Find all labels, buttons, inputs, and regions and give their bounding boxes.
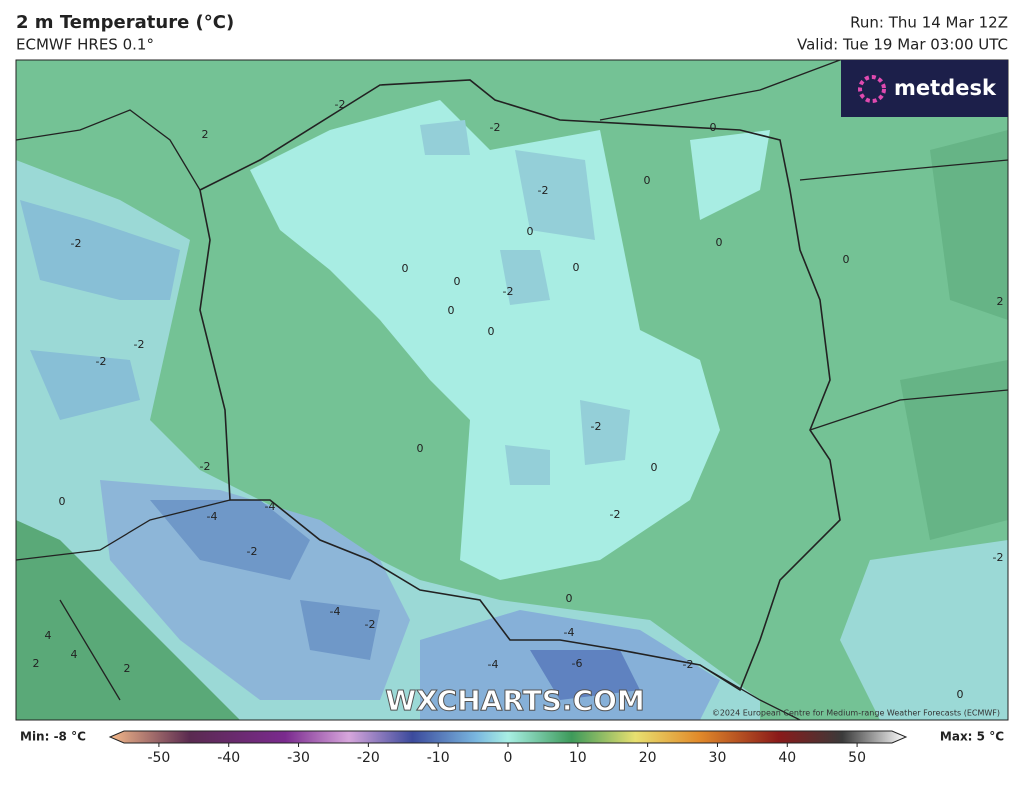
coldest-area xyxy=(530,650,640,700)
valid: Valid: Tue 19 Mar 03:00 UTC xyxy=(797,36,1008,54)
colorbar-tick-label: -10 xyxy=(427,750,450,766)
country-border xyxy=(16,60,1008,720)
max-label: Max: 5 °C xyxy=(940,730,1004,744)
contour-label: 0 xyxy=(644,174,651,187)
contour-label: 0 xyxy=(566,592,573,605)
contour-label: 0 xyxy=(454,275,461,288)
contour-label: 0 xyxy=(843,253,850,266)
title: 2 m Temperature (°C) xyxy=(16,12,234,33)
coldest-area xyxy=(150,500,380,660)
colorbar-tick-label: 50 xyxy=(848,750,866,766)
logo-text: metdesk xyxy=(894,76,997,100)
contour-label: -2 xyxy=(610,508,621,521)
colorbar-tick-label: 30 xyxy=(709,750,727,766)
contour-label: -2 xyxy=(134,338,145,351)
contour-label: 2 xyxy=(202,128,209,141)
subtitle: ECMWF HRES 0.1° xyxy=(16,36,154,54)
cool-area xyxy=(690,130,770,220)
colorbar-tick-label: 20 xyxy=(639,750,657,766)
contour-label: -2 xyxy=(247,545,258,558)
contour-label: -4 xyxy=(265,500,276,513)
contour-label: -2 xyxy=(200,460,211,473)
contour-label: 0 xyxy=(488,325,495,338)
contour-label: 4 xyxy=(45,629,52,642)
contour-label: 0 xyxy=(651,461,658,474)
contour-label: -2 xyxy=(490,121,501,134)
poland-border xyxy=(199,79,841,692)
contour-label: -2 xyxy=(96,355,107,368)
contour-label: -4 xyxy=(207,510,218,523)
contour-label: -2 xyxy=(683,658,694,671)
contour-label: -2 xyxy=(335,98,346,111)
contour-label: 0 xyxy=(527,225,534,238)
warm-area xyxy=(16,520,240,720)
cold-area xyxy=(840,540,1008,720)
contour-label: -2 xyxy=(503,285,514,298)
contour-label: 4 xyxy=(71,648,78,661)
colorbar-tick-label: -50 xyxy=(147,750,170,766)
contour-label: 2 xyxy=(997,295,1004,308)
run: Run: Thu 14 Mar 12Z xyxy=(850,14,1008,32)
colorbar: -50 -40 -30 -20 -10 0 10 20 30 40 50 xyxy=(108,730,908,766)
contour-label: 0 xyxy=(716,236,723,249)
colorbar-tick-label: 0 xyxy=(504,750,513,766)
min-label: Min: -8 °C xyxy=(20,730,86,744)
contour-label: 2 xyxy=(124,662,131,675)
contour-label: -2 xyxy=(993,551,1004,564)
contour-label: -6 xyxy=(572,657,583,670)
contour-label: -4 xyxy=(330,605,341,618)
colorbar-bar xyxy=(108,730,908,744)
contour-label: 0 xyxy=(402,262,409,275)
colorbar-tick-label: 10 xyxy=(569,750,587,766)
contour-label: -2 xyxy=(365,618,376,631)
contour-label: -4 xyxy=(564,626,575,639)
contour-label: -2 xyxy=(71,237,82,250)
colorbar-tick-label: 40 xyxy=(778,750,796,766)
contour-label: 0 xyxy=(573,261,580,274)
contour-label: 0 xyxy=(417,442,424,455)
colorbar-tick-label: -30 xyxy=(287,750,310,766)
contour-label: 0 xyxy=(710,121,717,134)
contour-label: -2 xyxy=(538,184,549,197)
cold-area xyxy=(20,200,180,420)
map xyxy=(16,60,1008,720)
colorbar-tick-label: -40 xyxy=(217,750,240,766)
logo-icon xyxy=(858,75,886,103)
warm-area xyxy=(900,130,1008,540)
copyright: ©2024 European Centre for Medium-range W… xyxy=(712,709,1000,718)
contour-label: 0 xyxy=(448,304,455,317)
map-frame xyxy=(15,59,1009,721)
cold-patch xyxy=(420,120,630,485)
contour-label: 0 xyxy=(59,495,66,508)
contour-label: 0 xyxy=(957,688,964,701)
contour-label: -2 xyxy=(591,420,602,433)
colorbar-tick-label: -20 xyxy=(357,750,380,766)
contour-label: -4 xyxy=(488,658,499,671)
watermark: WXCHARTS.COM xyxy=(385,684,645,717)
logo-box xyxy=(841,60,1008,117)
contour-label: 2 xyxy=(33,657,40,670)
